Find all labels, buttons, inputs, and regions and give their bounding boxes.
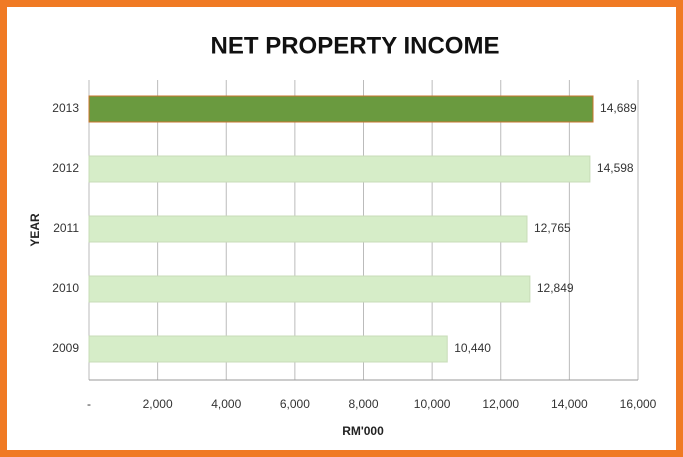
bar	[88, 215, 528, 243]
x-axis-label: RM'000	[342, 424, 384, 438]
value-label: 14,598	[597, 161, 634, 175]
x-tick-label: 4,000	[211, 397, 241, 411]
x-tick-label: 2,000	[143, 397, 173, 411]
value-label: 14,689	[600, 101, 637, 115]
x-tick-label: -	[87, 397, 91, 411]
bar	[88, 335, 448, 363]
y-axis-label: YEAR	[28, 213, 42, 247]
value-label: 10,440	[454, 341, 491, 355]
value-label: 12,765	[534, 221, 571, 235]
chart-title: NET PROPERTY INCOME	[211, 32, 500, 59]
value-label: 12,849	[537, 281, 574, 295]
bar	[88, 155, 591, 183]
bar	[88, 275, 531, 303]
x-tick-label: 12,000	[482, 397, 519, 411]
y-tick-label: 2009	[52, 341, 79, 355]
x-tick-label: 8,000	[348, 397, 378, 411]
y-tick-label: 2012	[52, 161, 79, 175]
x-tick-label: 10,000	[414, 397, 451, 411]
y-tick-label: 2010	[52, 281, 79, 295]
x-tick-label: 6,000	[280, 397, 310, 411]
x-tick-label: 16,000	[620, 397, 657, 411]
bar	[88, 95, 594, 123]
y-tick-label: 2011	[53, 221, 79, 235]
x-tick-label: 14,000	[551, 397, 588, 411]
y-tick-label: 2013	[52, 101, 79, 115]
